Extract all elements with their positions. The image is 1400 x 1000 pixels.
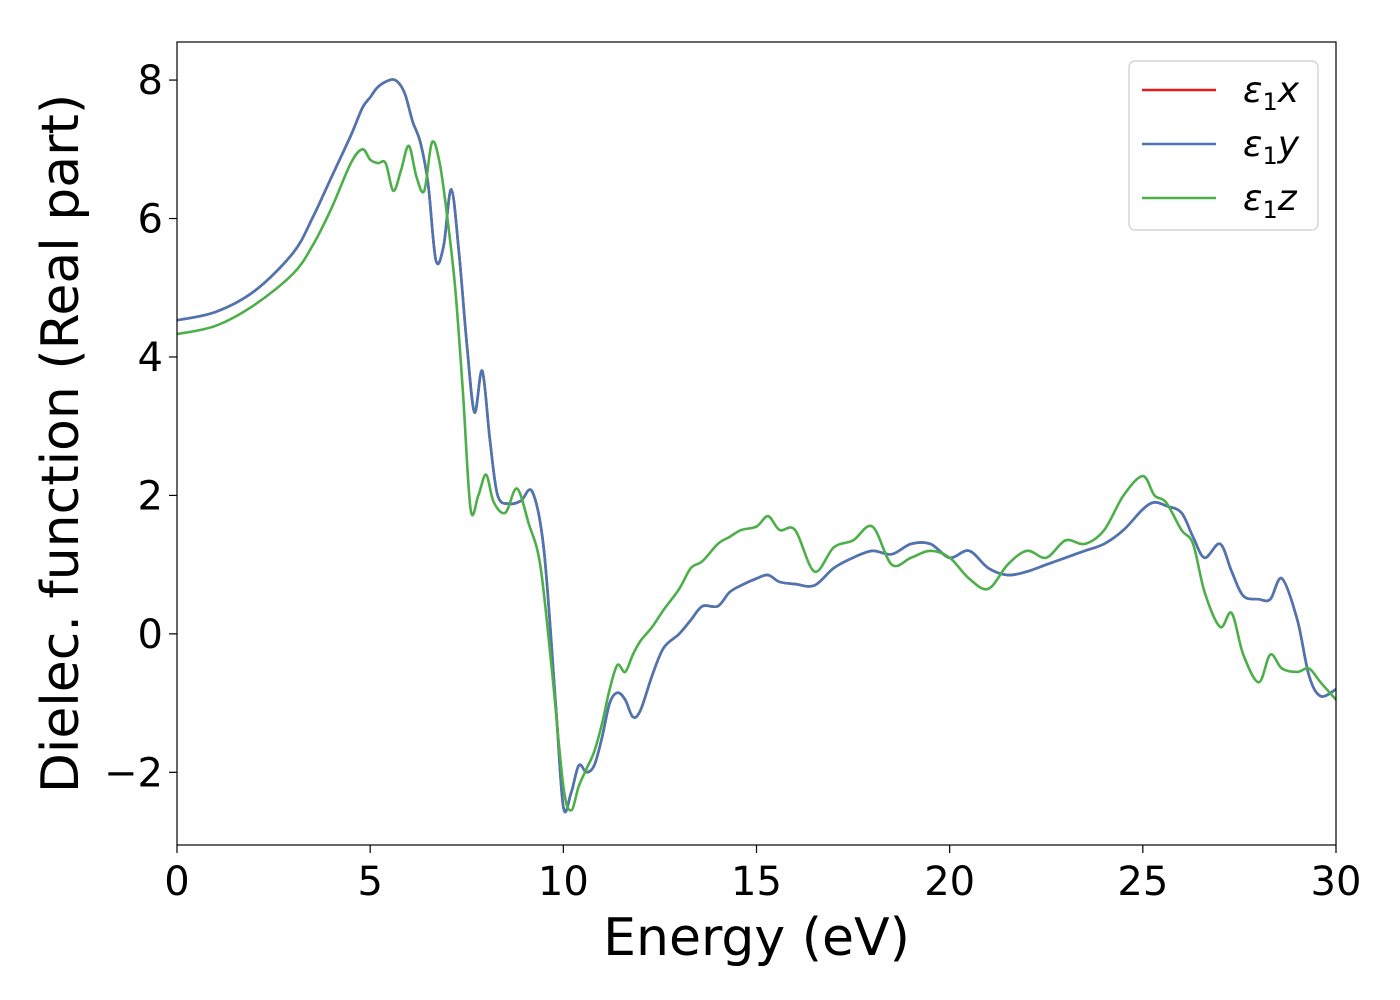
x-tick-label: 30 — [1311, 859, 1362, 905]
y-tick-label: 2 — [138, 473, 163, 519]
legend-label-x: ε1x — [1243, 70, 1300, 116]
y-tick-label: −2 — [104, 750, 163, 796]
series-line-y — [177, 78, 1336, 814]
x-tick-label: 5 — [357, 859, 382, 905]
legend-box — [1128, 60, 1319, 231]
series-layer — [177, 78, 1336, 814]
legend: ε1x ε1y ε1z — [1128, 60, 1319, 231]
y-tick-label: 8 — [138, 58, 163, 104]
series-line-z — [177, 140, 1336, 812]
x-tick-label: 0 — [164, 859, 189, 905]
y-tick-label: 6 — [138, 197, 163, 243]
ticks-layer: 0 5 10 15 20 25 30 −2 0 2 4 6 8 — [104, 58, 1361, 905]
x-tick-label: 20 — [924, 859, 975, 905]
y-tick-label: 0 — [138, 612, 163, 658]
legend-label-z: ε1z — [1243, 178, 1298, 224]
y-axis-title: Dielec. function (Real part) — [31, 94, 91, 793]
x-tick-label: 15 — [731, 859, 782, 905]
x-tick-label: 25 — [1117, 859, 1168, 905]
y-tick-label: 4 — [138, 335, 163, 381]
x-tick-label: 10 — [538, 859, 589, 905]
legend-label-y: ε1y — [1243, 124, 1300, 170]
x-axis-title: Energy (eV) — [603, 908, 910, 968]
